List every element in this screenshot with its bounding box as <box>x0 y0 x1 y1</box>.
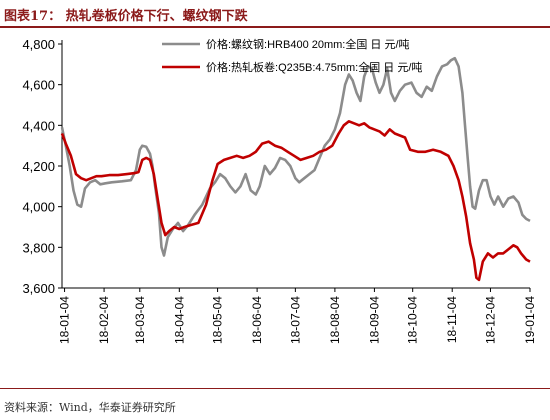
y-tick-label: 3,800 <box>22 240 55 255</box>
y-tick-label: 4,800 <box>22 37 55 52</box>
x-tick-label: 18-11-04 <box>445 296 459 343</box>
x-tick-label: 18-07-04 <box>288 296 302 344</box>
legend: 价格:螺纹钢:HRB400 20mm:全国 日 元/吨价格:热轧板卷:Q235B… <box>162 37 422 74</box>
x-tick-label: 18-02-04 <box>97 296 111 344</box>
source-note: 资料来源：Wind，华泰证券研究所 <box>4 401 176 414</box>
series-line-hot-rolled <box>60 120 531 282</box>
x-tick-label: 18-10-04 <box>406 296 420 344</box>
figure-header: 图表17： 热轧卷板价格下行、螺纹钢下跌 <box>0 0 550 28</box>
x-tick-label: 18-01-04 <box>58 296 72 344</box>
x-axis: 18-01-04 18-02-04 18-03-04 18-04-04 18-05-04… <box>58 287 537 344</box>
figure-title: 图表17： 热轧卷板价格下行、螺纹钢下跌 <box>4 9 248 24</box>
x-tick-label: 18-12-04 <box>483 296 497 344</box>
series-line-rebar <box>60 56 531 257</box>
x-tick-label: 19-01-04 <box>523 296 537 344</box>
y-tick-label: 4,400 <box>22 118 55 133</box>
x-tick-label: 18-04-04 <box>172 296 186 344</box>
y-tick-label: 4,000 <box>22 200 55 215</box>
x-tick-label: 18-03-04 <box>133 296 147 344</box>
y-axis: 3,600 3,800 4,000 4,200 4,400 4,600 4,800 <box>22 37 63 296</box>
source-footer: 资料来源：Wind，华泰证券研究所 <box>0 388 550 420</box>
legend-label: 价格:热轧板卷:Q235B:4.75mm:全国 日 元/吨 <box>206 60 422 74</box>
y-tick-label: 4,200 <box>22 159 55 174</box>
chart-area: 3,600 3,800 4,000 4,200 4,400 4,600 4,800 18-0… <box>0 30 550 380</box>
y-tick-label: 3,600 <box>22 281 55 296</box>
x-tick-label: 18-08-04 <box>328 296 342 344</box>
x-tick-label: 18-06-04 <box>250 296 264 344</box>
y-tick-label: 4,600 <box>22 78 55 93</box>
x-tick-label: 18-09-04 <box>367 296 381 344</box>
line-chart: 3,600 3,800 4,000 4,200 4,400 4,600 4,800 18-0… <box>22 37 537 344</box>
legend-label: 价格:螺纹钢:HRB400 20mm:全国 日 元/吨 <box>206 37 410 51</box>
x-tick-label: 18-05-04 <box>211 296 225 344</box>
series-lines <box>60 56 531 282</box>
